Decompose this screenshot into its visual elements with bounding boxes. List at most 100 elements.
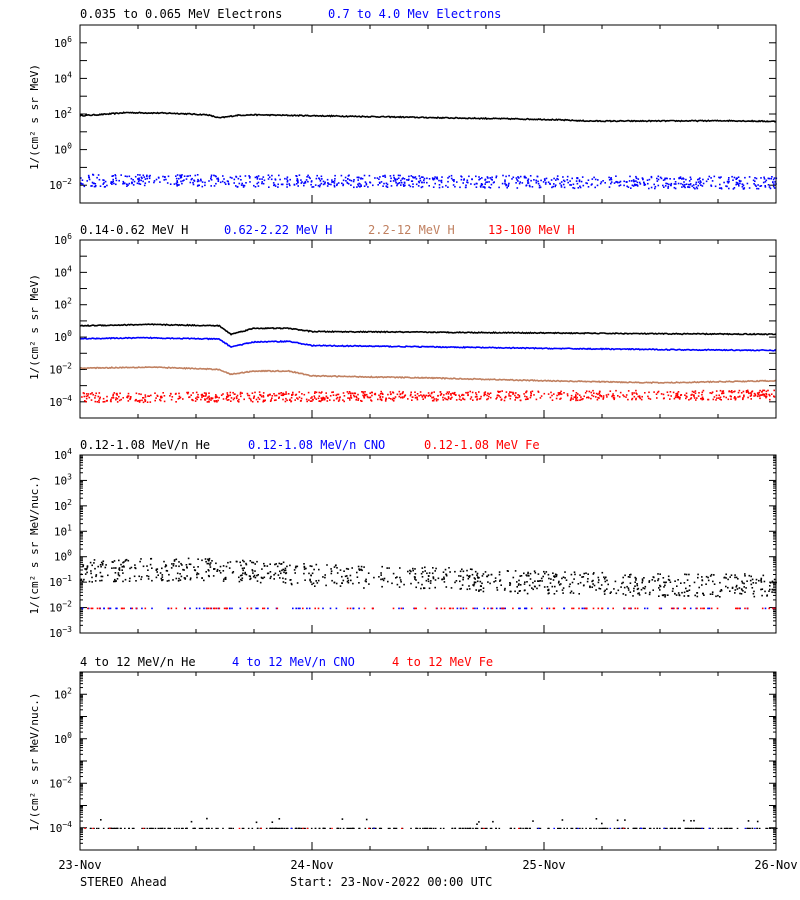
data-point	[718, 394, 720, 397]
data-point	[303, 827, 305, 829]
data-point	[355, 399, 357, 401]
data-point	[411, 396, 414, 398]
data-point	[627, 398, 629, 401]
data-point	[269, 571, 272, 573]
y-tick-label: 10−4	[49, 820, 72, 835]
data-point	[496, 589, 499, 591]
data-point	[393, 397, 396, 400]
data-point	[142, 174, 145, 177]
data-point	[562, 592, 564, 594]
data-point	[559, 827, 562, 829]
data-point	[549, 582, 552, 584]
data-point	[248, 175, 250, 177]
data-point	[468, 585, 470, 587]
data-point	[524, 607, 526, 610]
data-point	[489, 582, 491, 585]
data-point	[537, 580, 539, 582]
y-tick-label: 10−2	[49, 775, 72, 790]
data-point	[346, 182, 349, 184]
data-point	[118, 574, 121, 577]
data-point	[415, 827, 417, 829]
data-point	[453, 393, 455, 395]
data-point	[499, 579, 502, 581]
data-point	[215, 400, 218, 402]
data-point	[649, 827, 652, 829]
data-point	[84, 568, 86, 570]
data-point	[315, 398, 318, 400]
data-point	[658, 607, 661, 610]
data-point	[774, 181, 776, 183]
data-point	[133, 180, 136, 183]
data-point	[456, 181, 458, 183]
data-point	[634, 576, 636, 579]
data-point	[754, 177, 756, 179]
data-point	[551, 585, 554, 588]
data-point	[582, 398, 584, 400]
data-point	[279, 577, 281, 579]
data-point	[239, 607, 242, 610]
data-point	[180, 575, 183, 578]
data-point	[91, 392, 93, 394]
data-point	[688, 589, 691, 591]
data-point	[635, 184, 638, 186]
data-point	[348, 827, 351, 829]
data-point	[83, 578, 85, 581]
data-point	[378, 178, 380, 180]
data-point	[481, 827, 483, 829]
data-point	[117, 572, 120, 574]
data-point	[195, 391, 198, 394]
data-point	[144, 396, 147, 398]
data-point	[621, 827, 624, 829]
data-point	[290, 827, 293, 829]
data-point	[308, 572, 310, 575]
data-point	[507, 185, 509, 187]
data-point	[563, 827, 565, 829]
data-point	[286, 565, 288, 568]
data-point	[642, 178, 644, 181]
data-point	[421, 396, 424, 398]
data-point	[532, 581, 534, 584]
data-point	[557, 392, 560, 394]
data-point	[512, 392, 515, 395]
data-point	[284, 572, 287, 575]
data-point	[769, 398, 771, 401]
data-point	[348, 397, 351, 399]
data-point	[609, 592, 612, 594]
data-point	[478, 821, 480, 823]
data-point	[748, 574, 751, 577]
data-point	[86, 566, 89, 568]
data-point	[674, 396, 677, 399]
data-point	[401, 827, 403, 829]
data-point	[351, 392, 353, 395]
data-point	[395, 181, 397, 184]
data-point	[281, 183, 284, 186]
data-point	[88, 580, 91, 583]
data-point	[214, 607, 216, 610]
data-point	[514, 590, 516, 593]
data-point	[125, 558, 128, 561]
data-point	[480, 186, 482, 188]
data-point	[509, 582, 511, 584]
data-point	[232, 391, 234, 394]
data-point	[252, 397, 255, 399]
data-point	[257, 175, 260, 177]
data-point	[141, 827, 143, 829]
data-point	[193, 179, 195, 182]
data-point	[551, 186, 553, 189]
data-point	[487, 581, 489, 583]
data-point	[209, 562, 212, 564]
data-point	[728, 187, 730, 190]
data-point	[223, 607, 226, 610]
data-point	[110, 181, 113, 183]
data-point	[333, 185, 336, 188]
data-point	[278, 396, 280, 399]
data-point	[360, 177, 362, 179]
data-point	[752, 592, 755, 595]
data-point	[196, 185, 199, 187]
data-point	[352, 180, 355, 183]
data-point	[750, 391, 753, 393]
y-tick-label: 100	[54, 142, 72, 157]
data-point	[631, 184, 634, 187]
data-point	[83, 395, 86, 398]
data-point	[605, 394, 608, 396]
